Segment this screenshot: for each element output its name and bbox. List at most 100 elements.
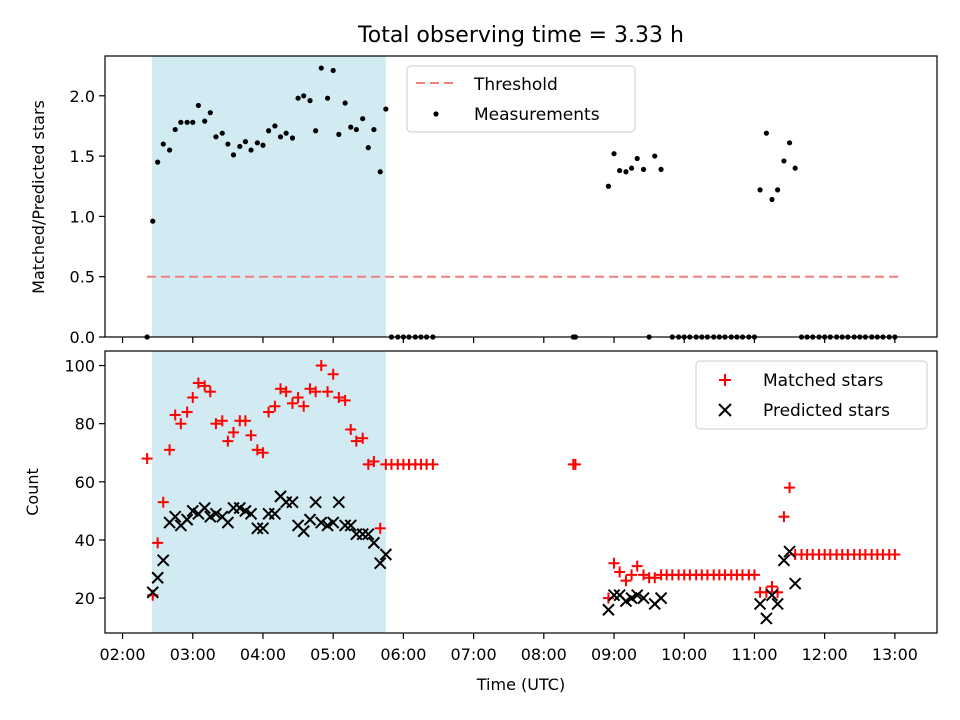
matched-star-point — [626, 569, 638, 581]
matched-star-point — [169, 409, 181, 421]
x-tick-label: 13:00 — [872, 645, 918, 664]
measurement-point — [313, 128, 319, 134]
top-axes: 0.00.51.01.52.0 Matched/Predicted stars … — [29, 55, 938, 347]
matched-star-point — [157, 496, 169, 508]
measurement-point — [219, 130, 225, 136]
matched-star-point — [192, 377, 204, 389]
measurement-point — [611, 151, 617, 157]
x-tick-label: 05:00 — [310, 645, 356, 664]
matched-star-point — [292, 392, 304, 404]
matched-star-point — [748, 569, 760, 581]
matched-star-point — [152, 537, 164, 549]
top-y-ticks: 0.0 0.5 1.0 1.5 2.0 — [70, 87, 105, 347]
measurement-points — [144, 65, 898, 340]
predicted-star-point — [297, 525, 310, 538]
predicted-star-point — [602, 603, 615, 616]
top-axes-frame — [104, 55, 938, 338]
measurement-point — [792, 165, 798, 171]
predicted-star-point — [356, 527, 369, 541]
x-tick-label: 02:00 — [99, 645, 145, 664]
matched-star-point — [784, 482, 796, 494]
legend-measurements-label: Measurements — [474, 105, 600, 125]
measurement-point — [166, 147, 173, 153]
matched-star-point — [631, 560, 643, 572]
legend-matched-swatch — [719, 374, 731, 386]
measurement-point — [330, 67, 336, 74]
matched-star-point — [251, 444, 263, 456]
top-y-tick-label: 1.0 — [70, 207, 95, 226]
legend-measurement-swatch — [433, 111, 439, 117]
matched-star-point — [269, 400, 281, 412]
bottom-y-tick-label: 100 — [64, 357, 95, 376]
measurement-point — [254, 140, 260, 146]
predicted-star-points — [146, 490, 802, 625]
matched-star-point — [638, 569, 650, 581]
predicted-star-point — [157, 554, 170, 567]
measurement-point — [301, 93, 307, 99]
predicted-star-point — [607, 588, 621, 602]
predicted-star-point — [180, 513, 194, 526]
matched-star-point — [222, 435, 234, 447]
predicted-star-point — [367, 536, 381, 550]
measurement-point — [283, 130, 289, 136]
measurement-point — [781, 158, 787, 164]
matched-star-point — [216, 415, 228, 427]
measurement-point — [184, 119, 190, 125]
measurement-point — [225, 141, 231, 147]
measurement-point — [640, 166, 647, 172]
matched-star-point — [569, 458, 581, 470]
matched-star-point — [327, 368, 339, 380]
top-legend-box — [406, 65, 636, 133]
predicted-star-point — [338, 519, 352, 532]
measurement-point — [348, 124, 354, 130]
predicted-star-point — [151, 571, 164, 584]
legend-predicted-swatch — [718, 403, 732, 417]
matched-star-point — [204, 386, 216, 398]
matched-star-point — [368, 455, 380, 467]
top-y-tick-label: 0.0 — [70, 328, 95, 347]
matched-star-point — [345, 423, 357, 435]
top-legend: Threshold Measurements — [406, 65, 636, 133]
x-axis-label: Time (UTC) — [476, 675, 565, 694]
predicted-star-point — [760, 612, 773, 625]
matched-star-point — [275, 383, 287, 395]
matched-star-point — [239, 415, 251, 427]
matched-star-point — [304, 383, 316, 395]
measurement-point — [150, 218, 156, 224]
matched-star-points — [141, 360, 901, 604]
matched-star-point — [357, 432, 369, 444]
x-tick-label: 07:00 — [451, 645, 497, 664]
predicted-star-point — [221, 516, 235, 529]
measurement-point — [289, 135, 296, 141]
measurement-point — [242, 139, 249, 145]
bottom-y-tick-label: 60 — [75, 473, 95, 492]
measurement-point — [195, 102, 201, 109]
bottom-x-ticks: 02:00 03:00 04:00 05:00 06:00 07:00 08:00 09:00… — [99, 633, 918, 664]
measurement-point — [342, 100, 348, 106]
predicted-star-point — [637, 591, 650, 605]
measurement-point — [207, 110, 213, 116]
predicted-star-point — [326, 516, 340, 529]
predicted-star-point — [362, 527, 375, 541]
top-y-tick-label: 1.5 — [70, 147, 95, 166]
matched-star-point — [889, 549, 901, 561]
predicted-star-point — [268, 507, 282, 521]
x-tick-label: 09:00 — [591, 645, 637, 664]
matched-star-point — [257, 447, 269, 459]
matched-star-point — [199, 380, 211, 392]
bottom-legend-box — [695, 360, 928, 430]
predicted-star-point — [244, 507, 258, 521]
measurement-point — [213, 134, 219, 140]
measurement-point — [371, 126, 377, 133]
measurement-point — [160, 141, 166, 147]
matched-star-point — [187, 392, 199, 404]
measurement-point — [652, 153, 658, 159]
matched-star-point — [614, 566, 626, 578]
predicted-star-point — [303, 513, 317, 526]
legend-matched-label: Matched stars — [763, 371, 883, 391]
predicted-star-point — [374, 557, 387, 570]
matched-star-point — [374, 522, 386, 534]
matched-star-point — [778, 511, 790, 523]
top-y-tick-label: 0.5 — [70, 268, 95, 287]
